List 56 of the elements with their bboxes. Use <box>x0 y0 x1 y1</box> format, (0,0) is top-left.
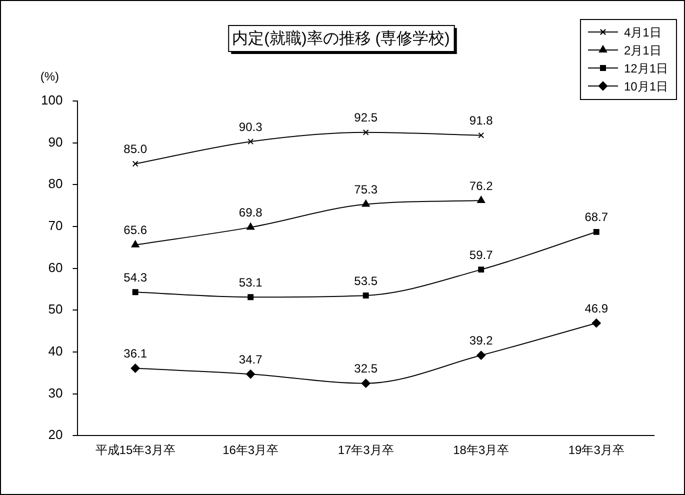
point <box>476 350 486 360</box>
point <box>130 364 140 373</box>
y-tick-label: 40 <box>48 344 63 359</box>
data-label: 76.2 <box>469 178 494 193</box>
data-label: 59.7 <box>469 248 494 262</box>
point <box>477 196 486 204</box>
chart-title: 内定(就職)率の推移 (専修学校) <box>232 29 450 48</box>
y-axis-title: (%) <box>40 69 60 84</box>
data-label: 91.8 <box>469 114 494 128</box>
data-label: 54.3 <box>124 270 148 284</box>
y-tick-label: 50 <box>48 302 63 317</box>
data-label: 46.9 <box>584 301 608 316</box>
data-label: 92.5 <box>354 110 378 125</box>
point <box>246 222 255 230</box>
data-label: 90.3 <box>238 120 263 134</box>
data-label: 75.3 <box>354 182 378 197</box>
point <box>132 289 138 296</box>
legend-label: 2月1日 <box>624 43 662 58</box>
x-tick-label: 18年3月卒 <box>453 443 510 458</box>
point <box>132 160 138 167</box>
data-label: 85.0 <box>124 142 148 156</box>
data-label: 34.7 <box>238 352 263 366</box>
y-tick-label: 70 <box>48 218 63 234</box>
data-label: 65.6 <box>124 223 148 238</box>
y-tick-label: 20 <box>48 427 63 442</box>
point <box>478 266 484 273</box>
x-tick-label: 16年3月卒 <box>222 443 279 458</box>
point <box>248 138 254 145</box>
point <box>362 200 370 207</box>
data-label: 69.8 <box>238 206 263 220</box>
data-label: 39.2 <box>469 334 494 348</box>
x-tick-label: 17年3月卒 <box>338 443 394 458</box>
point <box>592 318 601 328</box>
point <box>246 370 256 379</box>
x-tick-label: 平成15年3月卒 <box>95 443 176 458</box>
y-tick-label: 90 <box>48 134 63 150</box>
y-tick-label: 80 <box>48 176 63 192</box>
y-tick-label: 100 <box>40 92 63 108</box>
legend-label: 12月1日 <box>624 61 668 76</box>
data-label: 53.5 <box>354 274 378 288</box>
legend-label: 4月1日 <box>624 25 662 40</box>
point <box>361 378 370 388</box>
point <box>593 228 600 235</box>
point <box>248 294 254 300</box>
point <box>362 129 369 136</box>
point <box>131 240 140 248</box>
x-tick-label: 19年3月卒 <box>568 443 624 458</box>
point <box>362 292 369 298</box>
data-label: 53.1 <box>238 275 263 290</box>
y-tick-label: 60 <box>48 260 63 275</box>
y-tick-label: 30 <box>48 385 63 400</box>
data-label: 36.1 <box>124 346 148 361</box>
data-label: 32.5 <box>354 362 378 376</box>
data-label: 68.7 <box>584 210 608 224</box>
legend-label: 10月1日 <box>624 79 668 94</box>
point <box>478 132 484 138</box>
